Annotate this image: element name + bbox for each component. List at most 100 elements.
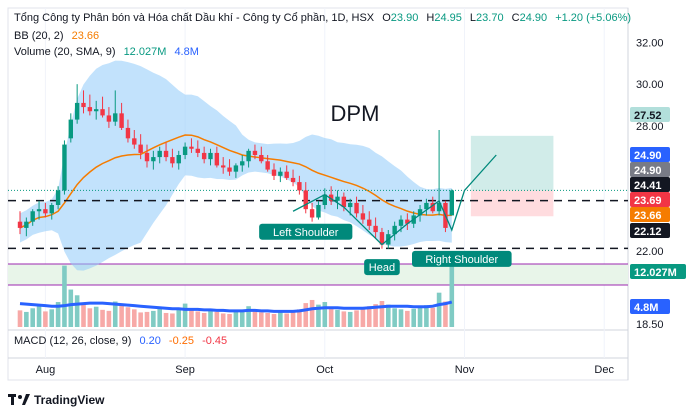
- macd-signal: -0.25: [168, 335, 194, 347]
- candle-body: [125, 127, 131, 139]
- candle-body: [354, 202, 359, 214]
- footer-brand[interactable]: TradingView: [8, 393, 104, 407]
- volume-bar: [392, 308, 397, 327]
- volume-label: Volume (20, SMA, 9): [14, 46, 116, 58]
- volume-bar: [17, 310, 23, 327]
- price-tag-box: [630, 162, 670, 177]
- candle-body: [214, 152, 220, 166]
- candle-body: [182, 146, 188, 155]
- volume-bar: [297, 309, 302, 327]
- volume-bar: [449, 264, 455, 327]
- price-tag-box: [630, 264, 686, 279]
- volume-bar: [125, 307, 131, 327]
- candle-body: [252, 150, 258, 155]
- candle-body: [43, 209, 48, 214]
- candle-body: [30, 211, 35, 222]
- price-tag-label: 24.41: [634, 180, 662, 192]
- volume-bar: [386, 304, 391, 327]
- volume-bar: [284, 313, 289, 327]
- candle-body: [328, 194, 334, 201]
- volume-bar: [119, 305, 124, 327]
- candle-body: [271, 169, 277, 176]
- volume-bar: [436, 292, 442, 327]
- price-axis-label: 28.00: [636, 121, 664, 133]
- price-tag-box: [630, 207, 670, 222]
- volume-bar: [316, 304, 321, 327]
- volume-bar: [335, 309, 340, 327]
- candle-body: [87, 107, 93, 112]
- bb-value: 23.66: [71, 30, 100, 42]
- candle-body: [176, 155, 181, 164]
- price-tag-label: 23.69: [634, 195, 662, 207]
- price-tag-box: [630, 177, 670, 192]
- price-tag-label: 12.027M: [634, 267, 677, 279]
- volume-bar: [132, 309, 137, 327]
- candle-body: [398, 219, 404, 226]
- low-label: L: [469, 12, 477, 24]
- time-axis-label: Oct: [316, 364, 333, 376]
- symbol-title: Tổng Công ty Phân bón và Hóa chất Dầu kh…: [14, 12, 375, 24]
- volume-bar: [100, 309, 105, 327]
- volume-bar: [157, 308, 162, 327]
- pattern-line: [292, 154, 497, 246]
- price-axis-label: 22.00: [636, 246, 664, 258]
- candle-body: [360, 213, 366, 220]
- volume-bar: [309, 299, 315, 327]
- candle-body: [132, 138, 137, 145]
- volume-value: 12.027M: [123, 46, 167, 58]
- candle-body: [163, 150, 169, 158]
- close-label: C: [511, 12, 520, 24]
- candle-body: [240, 161, 245, 166]
- open-label: O: [382, 12, 391, 24]
- volume-bar: [265, 312, 270, 327]
- volume-bar: [379, 301, 385, 327]
- candle-body: [424, 202, 429, 210]
- candle-body: [119, 113, 124, 128]
- candle-body: [138, 144, 143, 153]
- candle-body: [195, 148, 200, 153]
- candle-body: [201, 152, 207, 160]
- candle-body: [290, 177, 296, 183]
- volume-bar: [87, 308, 93, 327]
- volume-bar: [417, 306, 423, 327]
- volume-bar: [106, 310, 112, 327]
- candle-body: [17, 221, 23, 228]
- volume-bar: [176, 309, 182, 327]
- volume-bar: [227, 314, 232, 327]
- time-axis-label: Sep: [175, 364, 195, 376]
- volume-bar: [398, 309, 404, 327]
- candle-body: [68, 119, 73, 139]
- volume-bar: [373, 304, 378, 327]
- price-axis-label: 32.00: [636, 38, 664, 50]
- price-tag-box: [630, 299, 670, 314]
- candle-body: [81, 102, 86, 108]
- price-tag-box: [630, 223, 670, 238]
- candle-body: [100, 109, 105, 116]
- volume-bar: [189, 310, 194, 327]
- annotation-label: Head: [369, 262, 395, 274]
- bollinger-basis-line: [19, 134, 452, 229]
- volume-bar: [112, 301, 118, 327]
- volume-bar: [259, 312, 264, 327]
- macd-legend: MACD (12, 26, close, 9) 0.20 -0.25 -0.45: [14, 335, 232, 347]
- volume-bar: [30, 308, 35, 327]
- candle-body: [94, 109, 99, 112]
- candle-body: [322, 194, 327, 205]
- bb-label: BB (20, 2): [14, 30, 64, 42]
- annotation-label: Left Shoulder: [273, 227, 339, 239]
- volume-bar: [290, 311, 296, 327]
- time-axis-label: Dec: [594, 364, 614, 376]
- volume-bar: [354, 310, 359, 327]
- high-label: H: [426, 12, 435, 24]
- volume-bar: [233, 311, 239, 327]
- volume-bar: [239, 310, 245, 327]
- high-value: 24.95: [434, 12, 462, 24]
- annotation-box: [412, 250, 512, 267]
- target-zone: [470, 135, 554, 191]
- volume-bar: [144, 311, 150, 327]
- close-value: 24.90: [519, 12, 548, 24]
- volume-bar: [405, 310, 410, 327]
- candle-body: [74, 102, 80, 120]
- volume-bar: [360, 308, 366, 327]
